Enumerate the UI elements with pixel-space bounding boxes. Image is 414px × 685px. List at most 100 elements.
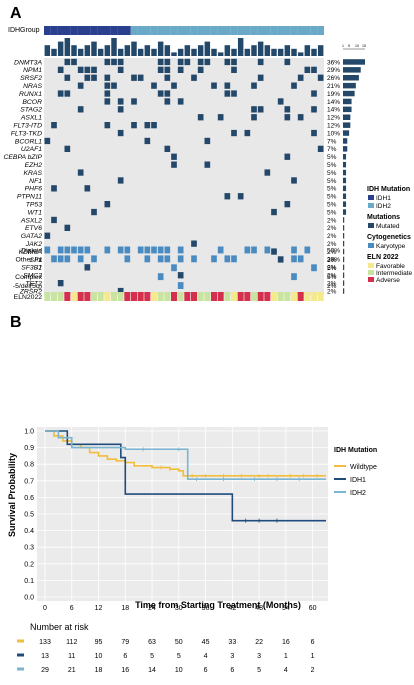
karyotype-cell bbox=[104, 246, 111, 254]
gene-percent: 5% bbox=[327, 194, 337, 201]
top-count-bar bbox=[137, 48, 144, 56]
cyto-percent: 5% bbox=[327, 265, 337, 272]
oncoprint-cells bbox=[44, 58, 324, 301]
karyotype-cell bbox=[177, 246, 184, 254]
risk-count: 14 bbox=[148, 667, 156, 674]
gene-label: NF1 bbox=[29, 178, 42, 185]
top-count-bar bbox=[271, 48, 277, 56]
mutation-cell bbox=[117, 177, 124, 184]
gene-label: U2AF1 bbox=[21, 146, 42, 153]
top-count-bar bbox=[171, 52, 177, 56]
legend-idh1: IDH1 bbox=[376, 195, 391, 202]
mutation-cell bbox=[64, 58, 71, 66]
km-ytick: 0.7 bbox=[24, 478, 34, 485]
mutation-cell bbox=[191, 74, 197, 81]
mutation-cell bbox=[84, 185, 91, 192]
eln-cell bbox=[77, 292, 84, 301]
km-legend: IDH Mutation Wildtype IDH1 IDH2 bbox=[334, 447, 377, 497]
side-frequency-bar bbox=[343, 122, 351, 128]
km-xtick: 0 bbox=[43, 605, 47, 612]
mutation-cell bbox=[177, 66, 184, 73]
risk-count: 21 bbox=[68, 667, 76, 674]
km-ytick: 0.2 bbox=[24, 561, 34, 568]
mutation-cell bbox=[284, 153, 291, 160]
top-count-bar bbox=[211, 48, 217, 56]
idh-group-cell bbox=[164, 26, 171, 35]
gene-label: JAK2 bbox=[25, 241, 42, 248]
idh-group-cell bbox=[157, 26, 165, 35]
side-frequency-bar bbox=[343, 185, 347, 192]
idh-group-cell bbox=[97, 26, 105, 35]
karyotype-cell bbox=[157, 255, 164, 263]
side-frequency-bar bbox=[343, 217, 345, 223]
cyto-label: -5/del(5q) bbox=[13, 283, 42, 290]
top-count-bar bbox=[91, 41, 97, 56]
mutation-cell bbox=[84, 66, 91, 73]
km-curve-idh2 bbox=[45, 430, 326, 480]
mutation-cell bbox=[77, 82, 84, 89]
risk-count: 16 bbox=[121, 667, 129, 674]
km-ytick: 0.0 bbox=[24, 595, 34, 602]
mutation-cell bbox=[204, 161, 211, 168]
idh-group-cell bbox=[190, 26, 198, 35]
km-legend-title: IDH Mutation bbox=[334, 447, 377, 454]
gene-label: SF1 bbox=[30, 257, 43, 264]
gene-label: EZH2 bbox=[25, 162, 43, 169]
eln-label: ELN2022 bbox=[14, 294, 43, 301]
mutation-cell bbox=[284, 58, 291, 66]
km-xtick: 24 bbox=[148, 605, 156, 612]
legend-swatch-adverse bbox=[368, 277, 374, 282]
legend-swatch-mutated bbox=[368, 223, 374, 228]
idh-group-strip bbox=[44, 26, 325, 35]
karyotype-cell bbox=[77, 246, 84, 254]
mutation-cell bbox=[237, 193, 244, 200]
mutation-cell bbox=[164, 98, 171, 105]
side-frequency-bar bbox=[343, 272, 345, 278]
idh-group-cell bbox=[177, 26, 185, 35]
idh-group-cell bbox=[277, 26, 285, 35]
karyotype-cell bbox=[137, 246, 144, 254]
idh-group-cell bbox=[50, 26, 58, 35]
eln-cell bbox=[277, 292, 284, 301]
legend-adverse: Adverse bbox=[376, 277, 400, 284]
side-frequency-bar bbox=[343, 209, 347, 215]
karyotype-cell bbox=[211, 255, 217, 263]
idh-group-cell bbox=[90, 26, 98, 35]
mutation-cell bbox=[71, 58, 77, 66]
idh-group-cell bbox=[117, 26, 125, 35]
eln-cell bbox=[97, 292, 104, 301]
karyotype-cell bbox=[264, 246, 271, 254]
top-count-bar bbox=[251, 45, 257, 56]
top-count-bar bbox=[151, 48, 157, 56]
eln-cell bbox=[157, 292, 164, 301]
side-frequency-bar bbox=[343, 240, 345, 247]
panel-b-label: B bbox=[10, 314, 22, 331]
gene-label: BCOR bbox=[22, 99, 42, 106]
gene-label: KDM6A bbox=[19, 249, 43, 256]
eln-cell bbox=[257, 292, 264, 301]
karyotype-cell bbox=[64, 246, 71, 254]
top-count-bar bbox=[111, 38, 117, 56]
gene-percent: 7% bbox=[327, 146, 337, 153]
idh-group-cell bbox=[264, 26, 271, 35]
karyotype-cell bbox=[231, 255, 237, 263]
gene-label: STAG2 bbox=[20, 107, 42, 114]
top-count-bar bbox=[57, 41, 64, 56]
legend-cyto-title: Cytogenetics bbox=[367, 234, 411, 241]
karyotype-cell bbox=[44, 246, 51, 254]
risk-count: 3 bbox=[230, 653, 234, 660]
gene-percent: 5% bbox=[327, 209, 337, 216]
eln-cell bbox=[177, 292, 184, 301]
karyotype-cell bbox=[144, 246, 151, 254]
eln-cell bbox=[50, 292, 58, 301]
risk-table: 133 112 95 79 63 50 45 33 22 16 613 11 10 6 5 5 4 3 3 1 129 2… bbox=[17, 639, 315, 674]
gene-percent: 5% bbox=[327, 186, 337, 193]
top-count-bar bbox=[317, 45, 324, 56]
risk-table-title: Number at risk bbox=[30, 622, 89, 632]
top-count-bar bbox=[264, 45, 271, 56]
top-count-bar bbox=[104, 45, 111, 56]
top-mutation-bars bbox=[44, 38, 324, 56]
gene-percent: 2% bbox=[327, 217, 337, 224]
mutation-cell bbox=[231, 129, 237, 137]
